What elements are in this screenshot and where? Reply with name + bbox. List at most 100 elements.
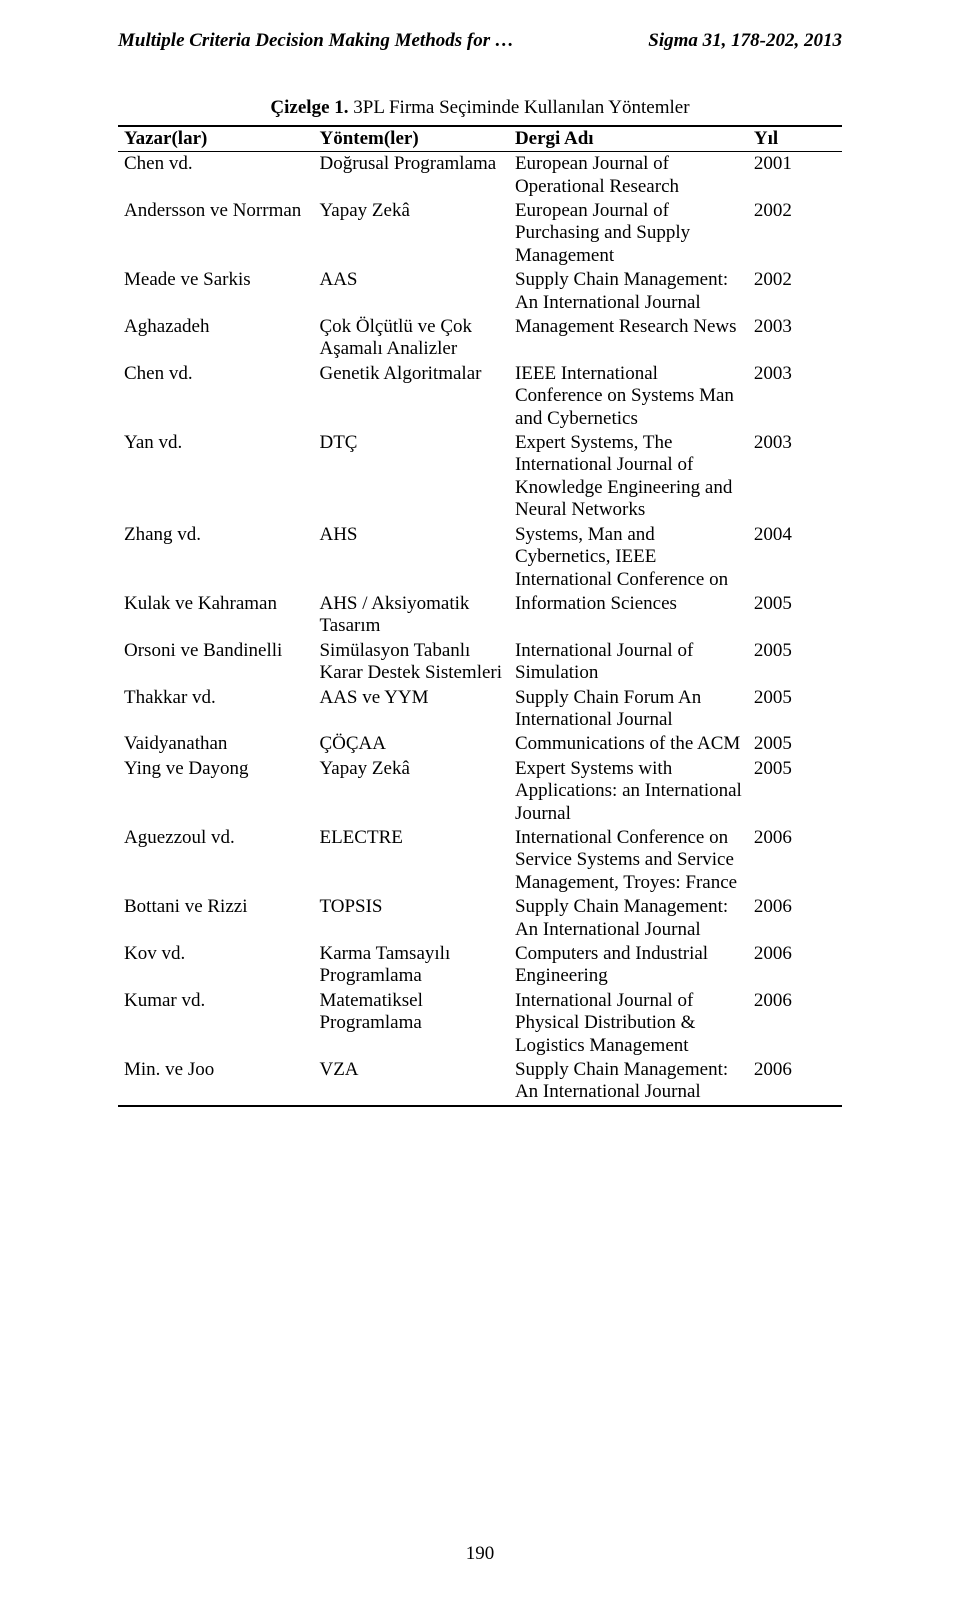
cell-year: 2001 — [748, 152, 842, 199]
cell-author: Aghazadeh — [118, 315, 313, 362]
table-row: Ying ve DayongYapay ZekâExpert Systems w… — [118, 757, 842, 826]
table-header-row: Yazar(lar) Yöntem(ler) Dergi Adı Yıl — [118, 126, 842, 152]
table-row: Kov vd.Karma Tamsayılı ProgramlamaComput… — [118, 942, 842, 989]
cell-journal: Supply Chain Forum An International Jour… — [509, 686, 748, 733]
cell-journal: Systems, Man and Cybernetics, IEEE Inter… — [509, 523, 748, 592]
cell-year: 2006 — [748, 895, 842, 942]
cell-author: Zhang vd. — [118, 523, 313, 592]
cell-author: Kumar vd. — [118, 989, 313, 1058]
cell-year: 2006 — [748, 942, 842, 989]
cell-author: Vaidyanathan — [118, 732, 313, 756]
cell-year: 2006 — [748, 1058, 842, 1106]
cell-year: 2003 — [748, 362, 842, 431]
cell-year: 2005 — [748, 686, 842, 733]
cell-author: Andersson ve Norrman — [118, 199, 313, 268]
cell-journal: Supply Chain Management: An Internationa… — [509, 895, 748, 942]
cell-method: AHS — [313, 523, 508, 592]
table-row: Bottani ve RizziTOPSISSupply Chain Manag… — [118, 895, 842, 942]
col-header-journal: Dergi Adı — [509, 126, 748, 152]
col-header-year: Yıl — [748, 126, 842, 152]
table-row: Thakkar vd.AAS ve YYMSupply Chain Forum … — [118, 686, 842, 733]
cell-journal: International Journal of Physical Distri… — [509, 989, 748, 1058]
table-row: Chen vd.Genetik AlgoritmalarIEEE Interna… — [118, 362, 842, 431]
table-row: Aguezzoul vd.ELECTREInternational Confer… — [118, 826, 842, 895]
col-header-method: Yöntem(ler) — [313, 126, 508, 152]
cell-journal: Computers and Industrial Engineering — [509, 942, 748, 989]
cell-year: 2004 — [748, 523, 842, 592]
cell-author: Meade ve Sarkis — [118, 268, 313, 315]
table-caption: Çizelge 1. 3PL Firma Seçiminde Kullanıla… — [118, 97, 842, 119]
running-header: Multiple Criteria Decision Making Method… — [118, 30, 842, 53]
cell-journal: International Journal of Simulation — [509, 639, 748, 686]
header-right: Sigma 31, 178-202, 2013 — [648, 30, 842, 53]
cell-method: Çok Ölçütlü ve Çok Aşamalı Analizler — [313, 315, 508, 362]
cell-method: Yapay Zekâ — [313, 757, 508, 826]
cell-method: VZA — [313, 1058, 508, 1106]
caption-text: 3PL Firma Seçiminde Kullanılan Yöntemler — [349, 97, 690, 118]
cell-year: 2005 — [748, 757, 842, 826]
cell-method: ELECTRE — [313, 826, 508, 895]
table-row: Zhang vd.AHSSystems, Man and Cybernetics… — [118, 523, 842, 592]
cell-author: Chen vd. — [118, 152, 313, 199]
cell-method: Yapay Zekâ — [313, 199, 508, 268]
table-row: AghazadehÇok Ölçütlü ve Çok Aşamalı Anal… — [118, 315, 842, 362]
cell-journal: Supply Chain Management: An Internationa… — [509, 1058, 748, 1106]
cell-journal: European Journal of Operational Research — [509, 152, 748, 199]
cell-journal: Expert Systems, The International Journa… — [509, 431, 748, 523]
cell-year: 2003 — [748, 315, 842, 362]
cell-author: Chen vd. — [118, 362, 313, 431]
cell-method: Genetik Algoritmalar — [313, 362, 508, 431]
table-row: Andersson ve NorrmanYapay ZekâEuropean J… — [118, 199, 842, 268]
table-row: VaidyanathanÇÖÇAACommunications of the A… — [118, 732, 842, 756]
page: Multiple Criteria Decision Making Method… — [0, 0, 960, 1603]
cell-author: Min. ve Joo — [118, 1058, 313, 1106]
cell-journal: Supply Chain Management: An Internationa… — [509, 268, 748, 315]
cell-method: TOPSIS — [313, 895, 508, 942]
table-row: Min. ve JooVZASupply Chain Management: A… — [118, 1058, 842, 1106]
table-row: Kulak ve KahramanAHS / Aksiyomatik Tasar… — [118, 592, 842, 639]
methods-table: Yazar(lar) Yöntem(ler) Dergi Adı Yıl Che… — [118, 125, 842, 1107]
cell-author: Aguezzoul vd. — [118, 826, 313, 895]
cell-year: 2005 — [748, 639, 842, 686]
cell-year: 2002 — [748, 199, 842, 268]
cell-year: 2005 — [748, 592, 842, 639]
table-row: Chen vd.Doğrusal ProgramlamaEuropean Jou… — [118, 152, 842, 199]
cell-method: AAS ve YYM — [313, 686, 508, 733]
cell-journal: European Journal of Purchasing and Suppl… — [509, 199, 748, 268]
cell-journal: International Conference on Service Syst… — [509, 826, 748, 895]
col-header-author: Yazar(lar) — [118, 126, 313, 152]
cell-author: Yan vd. — [118, 431, 313, 523]
cell-journal: IEEE International Conference on Systems… — [509, 362, 748, 431]
cell-author: Kov vd. — [118, 942, 313, 989]
cell-journal: Management Research News — [509, 315, 748, 362]
cell-journal: Expert Systems with Applications: an Int… — [509, 757, 748, 826]
table-row: Meade ve SarkisAASSupply Chain Managemen… — [118, 268, 842, 315]
cell-method: ÇÖÇAA — [313, 732, 508, 756]
cell-year: 2002 — [748, 268, 842, 315]
cell-journal: Communications of the ACM — [509, 732, 748, 756]
cell-year: 2005 — [748, 732, 842, 756]
header-left: Multiple Criteria Decision Making Method… — [118, 30, 514, 53]
cell-method: DTÇ — [313, 431, 508, 523]
table-row: Yan vd.DTÇExpert Systems, The Internatio… — [118, 431, 842, 523]
cell-method: Karma Tamsayılı Programlama — [313, 942, 508, 989]
cell-journal: Information Sciences — [509, 592, 748, 639]
page-number: 190 — [0, 1543, 960, 1565]
table-row: Orsoni ve BandinelliSimülasyon Tabanlı K… — [118, 639, 842, 686]
table-body: Chen vd.Doğrusal ProgramlamaEuropean Jou… — [118, 152, 842, 1106]
cell-author: Kulak ve Kahraman — [118, 592, 313, 639]
cell-author: Bottani ve Rizzi — [118, 895, 313, 942]
cell-author: Orsoni ve Bandinelli — [118, 639, 313, 686]
table-row: Kumar vd.Matematiksel ProgramlamaInterna… — [118, 989, 842, 1058]
cell-year: 2006 — [748, 989, 842, 1058]
cell-method: Matematiksel Programlama — [313, 989, 508, 1058]
cell-year: 2006 — [748, 826, 842, 895]
cell-method: Doğrusal Programlama — [313, 152, 508, 199]
cell-author: Thakkar vd. — [118, 686, 313, 733]
cell-method: AAS — [313, 268, 508, 315]
caption-label: Çizelge 1. — [270, 97, 348, 118]
cell-method: AHS / Aksiyomatik Tasarım — [313, 592, 508, 639]
cell-method: Simülasyon Tabanlı Karar Destek Sistemle… — [313, 639, 508, 686]
cell-author: Ying ve Dayong — [118, 757, 313, 826]
cell-year: 2003 — [748, 431, 842, 523]
